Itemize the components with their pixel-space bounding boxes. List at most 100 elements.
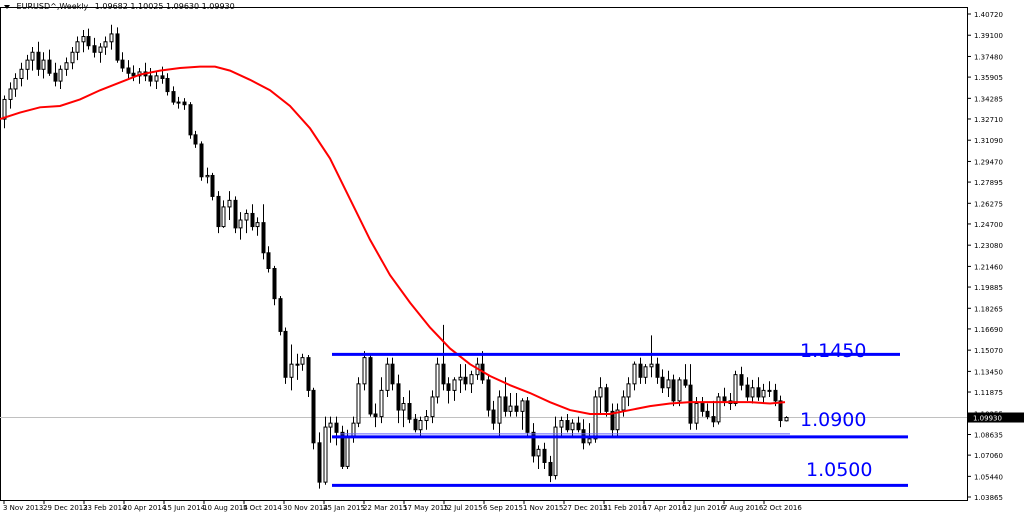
candle-bearish — [542, 448, 547, 463]
candle-bearish — [441, 363, 446, 385]
candle-bullish — [328, 422, 333, 428]
candle-bearish — [368, 357, 373, 415]
candle-bearish — [531, 431, 536, 457]
candle-bullish — [469, 374, 474, 385]
x-tick-label: 22 Mar 2015 — [363, 504, 407, 512]
candle-bearish — [317, 442, 322, 483]
candle-bearish — [182, 101, 187, 106]
candle-bearish — [36, 51, 41, 70]
candle-bullish — [70, 51, 75, 64]
level-label: 1.0500 — [806, 459, 872, 481]
candle-bearish — [705, 410, 710, 418]
candle-bullish — [401, 402, 406, 411]
candle-bullish — [255, 222, 260, 228]
candle-bullish — [75, 41, 80, 53]
y-tick-label: 1.34285 — [974, 95, 1003, 103]
y-tick-label: 1.08635 — [974, 431, 1003, 439]
candle-bearish — [278, 298, 283, 332]
candle-bullish — [345, 435, 350, 467]
candle-bullish — [385, 363, 390, 391]
y-tick-label: 1.40720 — [974, 11, 1003, 19]
candle-bullish — [221, 206, 226, 228]
candle-bearish — [745, 384, 750, 398]
candle-bullish — [716, 396, 721, 423]
y-tick-label: 1.39100 — [974, 32, 1003, 40]
candle-bullish — [64, 62, 69, 70]
candle-bullish — [30, 51, 35, 61]
candle-bearish — [160, 75, 165, 79]
chart-title: EURUSD^,Weekly 1.09682 1.10025 1.09630 1… — [4, 2, 235, 11]
y-tick-label: 1.37480 — [974, 53, 1003, 61]
candle-bullish — [559, 420, 564, 428]
candle-bearish — [773, 389, 778, 402]
x-tick-label: 7 Aug 2016 — [723, 504, 764, 512]
candle-bullish — [19, 68, 24, 79]
candle-bullish — [435, 363, 440, 398]
candle-bullish — [593, 396, 598, 440]
candle-bullish — [598, 387, 603, 398]
x-tick-label: 21 Feb 2016 — [603, 504, 647, 512]
candle-bearish — [86, 36, 91, 47]
candle-bullish — [784, 417, 789, 422]
candle-bullish — [8, 88, 13, 100]
candle-bullish — [323, 426, 328, 483]
candle-bullish — [621, 396, 626, 411]
candle-bullish — [176, 101, 181, 104]
candle-bullish — [300, 357, 305, 365]
candle-bearish — [216, 195, 221, 228]
candle-bullish — [452, 379, 457, 391]
candle-bearish — [503, 396, 508, 412]
moving-average-line — [0, 65, 786, 415]
dropdown-triangle-icon[interactable] — [4, 4, 10, 9]
candle-bearish — [92, 45, 97, 53]
x-tick-label: 27 Dec 2015 — [563, 504, 608, 512]
candle-bullish — [362, 357, 367, 385]
y-tick-label: 1.15070 — [974, 347, 1003, 355]
candle-bearish — [120, 59, 125, 69]
candle-bullish — [632, 363, 637, 385]
y-tick-label: 1.11875 — [974, 389, 1003, 397]
candle-bearish — [272, 268, 277, 300]
candle-bullish — [626, 383, 631, 398]
candle-bearish — [463, 376, 468, 385]
candle-bearish — [115, 33, 120, 61]
candle-bearish — [261, 222, 266, 254]
y-tick-label: 1.23080 — [974, 242, 1003, 250]
x-tick-label: 5 Oct 2014 — [243, 504, 282, 512]
candle-bearish — [739, 374, 744, 386]
candle-bullish — [458, 376, 463, 381]
y-tick-label: 1.26275 — [974, 200, 1003, 208]
candle-bearish — [311, 389, 316, 444]
y-tick-label: 1.21460 — [974, 263, 1003, 271]
candle-bearish — [514, 405, 519, 412]
y-tick-label: 1.29470 — [974, 158, 1003, 166]
candle-bearish — [373, 413, 378, 418]
candle-bearish — [486, 379, 491, 411]
x-tick-label: 20 Apr 2014 — [123, 504, 167, 512]
candle-bearish — [193, 134, 198, 145]
candle-bearish — [683, 379, 688, 386]
candle-bearish — [53, 72, 58, 82]
candle-bearish — [576, 422, 581, 431]
y-tick-label: 1.19885 — [974, 284, 1003, 292]
candle-bullish — [649, 363, 654, 368]
candle-bearish — [655, 363, 660, 378]
x-tick-label: 1 Nov 2015 — [523, 504, 563, 512]
candle-bullish — [587, 438, 592, 444]
candle-bearish — [610, 410, 615, 431]
x-tick-label: 15 Jun 2014 — [163, 504, 206, 512]
y-tick-label: 1.35905 — [974, 74, 1003, 82]
candle-bearish — [525, 400, 530, 433]
candle-bearish — [283, 330, 288, 378]
candle-bullish — [58, 68, 63, 82]
candle-bearish — [334, 422, 339, 433]
candle-bearish — [148, 75, 153, 82]
current-price-box — [968, 412, 1024, 423]
candle-bullish — [424, 416, 429, 422]
candle-bullish — [205, 174, 210, 178]
candle-bullish — [244, 212, 249, 221]
candle-bullish — [103, 41, 108, 48]
candle-bearish — [210, 174, 215, 197]
x-tick-label: 17 Apr 2016 — [643, 504, 687, 512]
